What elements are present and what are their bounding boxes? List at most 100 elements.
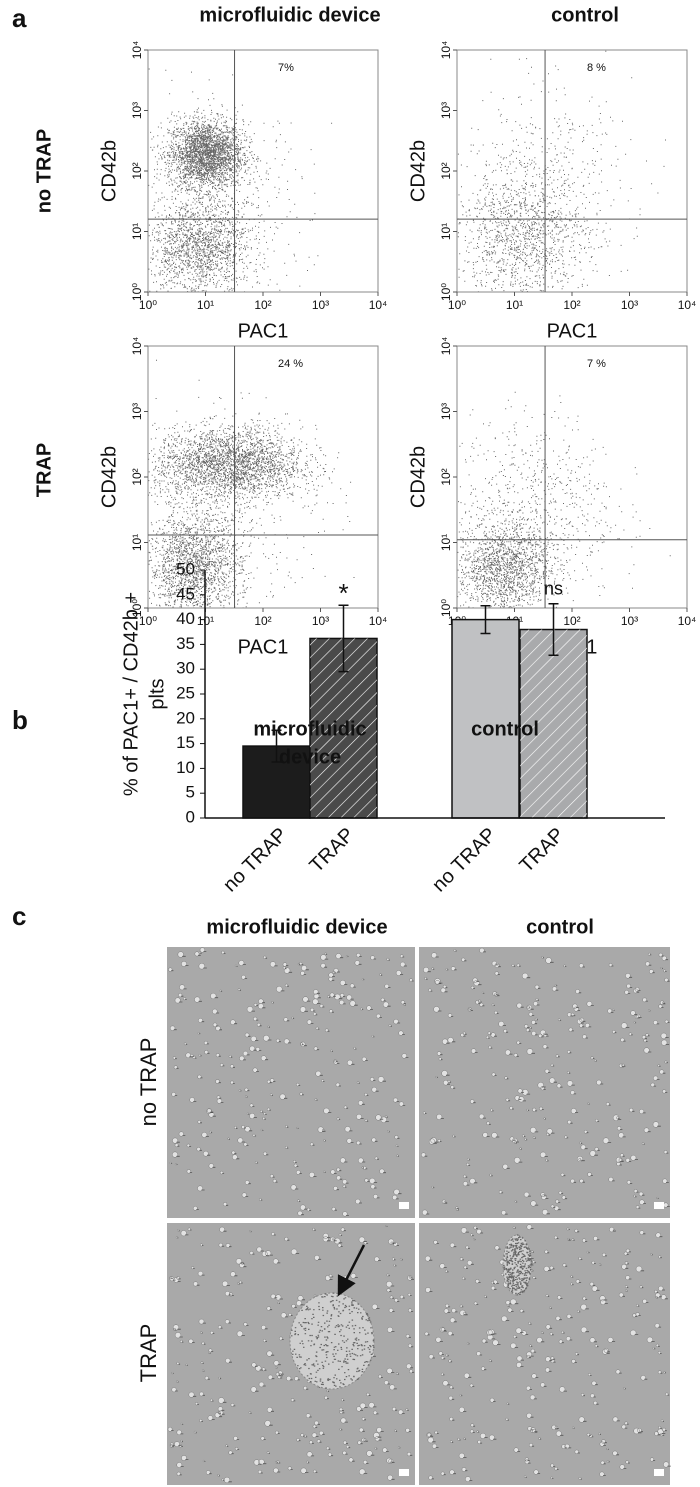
x-tick-label: no TRAP [428, 824, 501, 897]
column-title: control [551, 4, 619, 26]
x-tick-label: TRAP [515, 824, 568, 877]
quadrant-percent: 24 % [278, 358, 303, 370]
cells [424, 1224, 670, 1482]
y-tick-label: 10⁰ [130, 283, 144, 301]
micrographs [167, 947, 671, 1485]
aggregate-texture [291, 1292, 375, 1389]
y-tick-label: 10⁰ [439, 599, 453, 617]
y-tick-label: 20 [176, 708, 195, 727]
event-cloud [148, 359, 355, 609]
x-axis-label: PAC1 [238, 320, 289, 342]
y-tick-label: 40 [176, 609, 195, 628]
x-tick-label: 10¹ [506, 298, 523, 312]
cell-shadows [427, 1227, 671, 1481]
plot-frame [456, 49, 688, 293]
significance: * [338, 578, 348, 608]
cells [168, 947, 413, 1217]
panel-label: b [12, 705, 28, 735]
column-title: microfluidic device [199, 4, 380, 26]
y-tick-label: 10⁴ [130, 41, 144, 60]
scale-bar [654, 1202, 664, 1209]
event-cloud [457, 50, 666, 293]
micrograph [419, 1223, 670, 1485]
x-tick-label: 10⁴ [369, 298, 388, 312]
y-axis-label: CD42b [98, 140, 120, 202]
x-tick-label: 10⁴ [369, 614, 388, 628]
panel-label: c [12, 901, 26, 931]
x-tick-label: 10⁰ [139, 614, 157, 628]
error-bar [338, 604, 349, 673]
x-tick-label: 10² [563, 298, 580, 312]
x-tick-label: 10⁰ [448, 298, 466, 312]
plot-frame [147, 49, 379, 293]
row-title: TRAP [136, 1324, 161, 1383]
micrograph [419, 947, 670, 1218]
cells [421, 947, 669, 1216]
y-axis-label: % of PAC1+ / CD42b + [120, 592, 142, 796]
y-tick-label: 10² [439, 162, 453, 179]
bar-hatch [520, 629, 587, 818]
group-label: microfluidic [253, 718, 366, 740]
x-tick-label: no TRAP [219, 824, 292, 897]
quadrant-percent: 8 % [587, 62, 606, 74]
event-cloud [457, 391, 671, 609]
error-bar [480, 604, 491, 635]
y-tick-label: 35 [176, 634, 195, 653]
y-tick-label: 10² [130, 162, 144, 179]
error-bar [271, 729, 282, 763]
error-bar [548, 602, 559, 657]
y-axis-label: CD42b [407, 446, 429, 508]
x-tick-label: 10⁰ [139, 298, 157, 312]
x-tick-label: 10² [254, 298, 271, 312]
y-tick-label: 50 [176, 559, 195, 578]
row-title: no TRAP [136, 1038, 161, 1127]
y-tick-label: 10³ [130, 403, 144, 420]
x-axis-label: PAC1 [547, 320, 598, 342]
x-tick-label: 10² [563, 614, 580, 628]
micrograph [167, 1223, 415, 1485]
row-title: TRAP [33, 443, 55, 497]
cell-shadows [424, 950, 670, 1215]
y-tick-label: 15 [176, 733, 195, 752]
x-tick-label: 10³ [312, 298, 329, 312]
cell-shadows [171, 951, 414, 1216]
y-axis-label: plts [146, 678, 168, 709]
scale-bar [399, 1202, 409, 1209]
x-tick-label: 10¹ [197, 298, 214, 312]
aggregate-texture [503, 1234, 533, 1296]
y-tick-label: 10³ [439, 102, 453, 119]
y-tick-label: 10³ [130, 102, 144, 119]
y-tick-label: 30 [176, 659, 195, 678]
micrograph [167, 947, 415, 1218]
y-tick-label: 10⁰ [439, 283, 453, 301]
y-tick-label: 10¹ [130, 534, 144, 551]
group-label: device [279, 746, 341, 768]
row-title: no TRAP [33, 129, 55, 213]
x-tick-label: TRAP [305, 824, 358, 877]
y-tick-label: 10¹ [439, 534, 453, 551]
y-axis-label: CD42b [407, 140, 429, 202]
y-tick-label: 10² [439, 468, 453, 485]
y-tick-label: 10¹ [130, 223, 144, 240]
y-axis-label: CD42b [98, 446, 120, 508]
y-tick-label: 10⁰ [130, 599, 144, 617]
quadrant-percent: 7% [278, 62, 294, 74]
arrow [337, 1244, 366, 1297]
event-cloud [148, 68, 333, 293]
y-tick-label: 0 [186, 807, 195, 826]
y-tick-label: 10³ [439, 403, 453, 420]
column-title: microfluidic device [206, 916, 387, 938]
y-tick-label: 10⁴ [130, 337, 144, 356]
y-tick-label: 10 [176, 758, 195, 777]
y-tick-label: 10⁴ [439, 41, 453, 60]
y-tick-label: 25 [176, 683, 195, 702]
x-tick-label: 10⁴ [678, 298, 697, 312]
quadrant-percent: 7 % [587, 358, 606, 370]
x-axis-label: PAC1 [238, 636, 289, 658]
column-title: control [526, 916, 594, 938]
y-tick-label: 45 [176, 584, 195, 603]
y-tick-label: 10² [130, 468, 144, 485]
x-tick-label: 10³ [621, 298, 638, 312]
bar [451, 618, 520, 819]
x-tick-label: 10³ [312, 614, 329, 628]
